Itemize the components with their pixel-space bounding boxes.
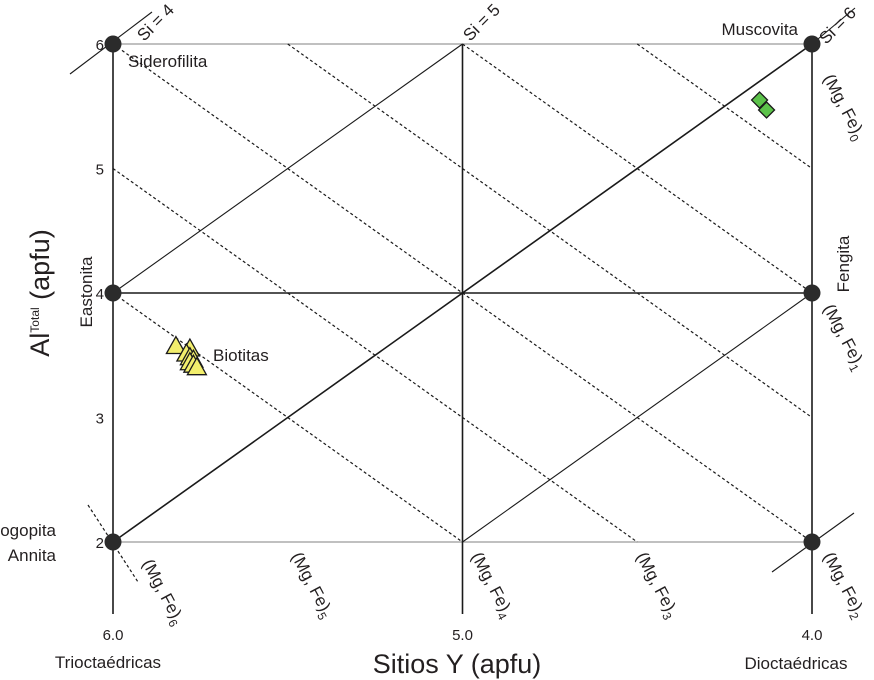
label-eastonita: Eastonita [77,256,96,327]
label-muscovita: Muscovita [721,20,798,39]
series-1-point-1 [757,101,776,119]
end-member-dot-0 [104,35,122,53]
end-member-dot-2 [104,533,122,551]
end-member-dot-5 [803,533,821,551]
y-tick-5: 5 [96,162,104,179]
y-tick-6: 6 [96,37,104,54]
mgfe-label-6: (Mg, Fe)6 [135,556,189,630]
si-label-5: Si = 5 [459,0,504,45]
data-points [165,91,776,376]
x-tick-5.0: 5.0 [452,627,473,644]
x-end-label-left: Trioctaédricas [55,653,161,672]
si-line-main [112,43,813,543]
mgfe-isolines [87,43,813,583]
si-6-tick [811,7,856,45]
y-tick-2: 2 [96,535,104,552]
mgfe-label-2: (Mg, Fe)2 [816,549,870,623]
end-member-dot-1 [104,284,122,302]
label-flogopita: Flogopita [0,521,57,540]
biotitas-point-0 [165,335,187,355]
end-member-dots [104,35,821,551]
mgfe-label-3: (Mg, Fe)3 [629,549,683,623]
biotitas-point-7 [186,356,208,376]
label-annita: Annita [8,546,57,565]
label-biotitas: Biotitas [213,346,269,365]
si-label-4: Si = 4 [133,0,178,45]
mgfe-label-4: (Mg, Fe)4 [464,549,518,623]
si-line-upper [112,43,463,294]
y-tick-4: 4 [96,286,104,303]
mgfe-label-5: (Mg, Fe)5 [284,549,338,623]
x-tick-6.0: 6.0 [103,627,124,644]
y-tick-3: 3 [96,411,104,428]
x-axis-title: Sitios Y (apfu) [373,649,542,679]
mgfe-label-0: (Mg, Fe)0 [816,71,870,145]
series-1-point-0 [750,91,769,109]
end-member-dot-4 [803,284,821,302]
x-tick-4.0: 4.0 [802,627,823,644]
x-end-label-right: Dioctaédricas [745,654,848,673]
label-siderofilita: Siderofilita [128,52,208,71]
label-fengita: Fengita [834,235,853,292]
si-line-lower [462,292,813,543]
mgfe-label-1: (Mg, Fe)1 [816,301,870,375]
y-axis-title: AlTotal (apfu) [25,229,55,356]
end-member-dot-3 [803,35,821,53]
si-and-axis-lines [69,7,856,614]
